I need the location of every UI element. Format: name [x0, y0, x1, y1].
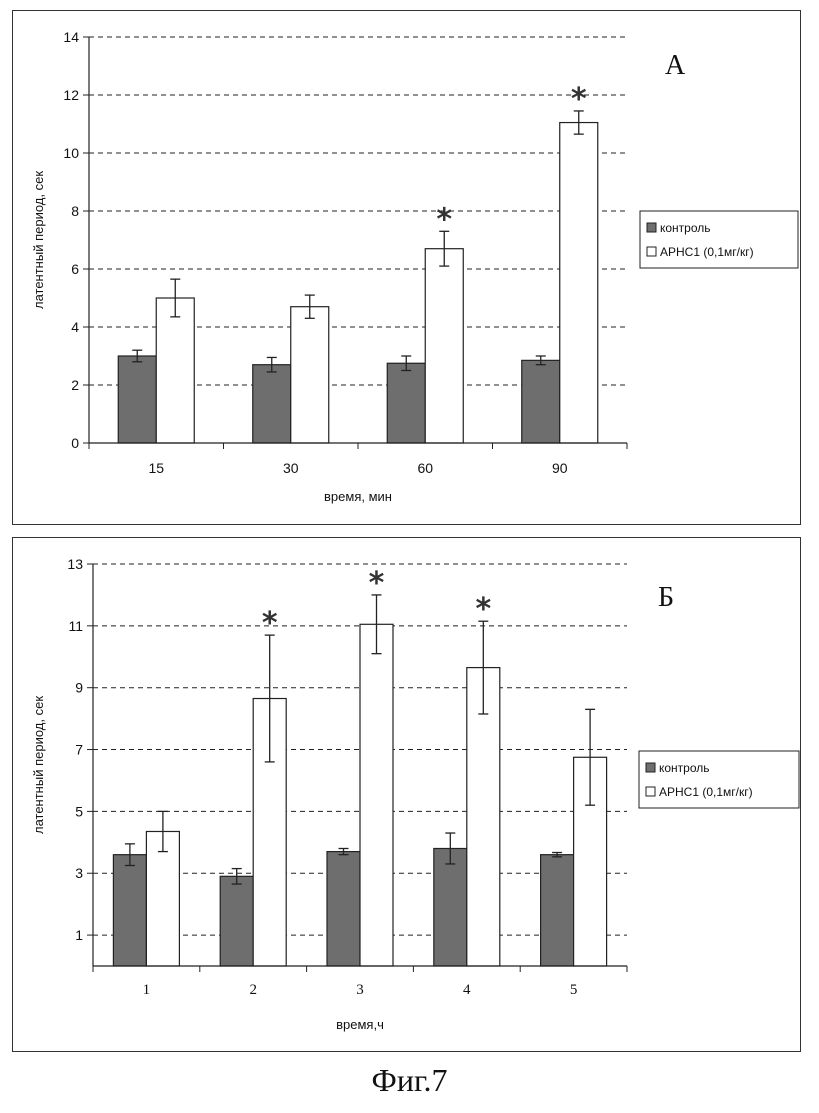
- bar-control: [113, 855, 146, 966]
- legend-swatch-treatment: [647, 247, 656, 256]
- bar-control: [434, 848, 467, 966]
- x-tick-label: 1: [143, 982, 151, 998]
- x-axis-title: время, мин: [324, 489, 392, 504]
- significance-star: *: [436, 202, 452, 237]
- bar-control: [327, 852, 360, 966]
- significance-star: *: [262, 606, 278, 641]
- bar-treatment: [425, 249, 463, 443]
- x-tick-label: 15: [148, 460, 164, 476]
- x-tick-label: 4: [463, 982, 471, 998]
- x-tick-label: 30: [283, 460, 299, 476]
- x-tick-label: 5: [570, 982, 578, 998]
- y-tick-label: 11: [68, 618, 83, 634]
- y-tick-label: 0: [71, 435, 79, 451]
- chart-b-svg: 1357911131*2*3*45время,члатентный период…: [13, 538, 802, 1053]
- chart-a-svg: 0 2 4 6 8 10 12 14 15 30 * 60 * 90 время, мин латентный…: [13, 11, 802, 526]
- legend-swatch-control: [647, 223, 656, 232]
- legend-label-control: контроль: [659, 761, 710, 775]
- y-tick-label: 12: [63, 87, 79, 103]
- chart-panel-b: 1357911131*2*3*45время,члатентный период…: [12, 537, 801, 1052]
- y-tick-label: 3: [75, 865, 83, 881]
- y-tick-label: 10: [63, 145, 79, 161]
- y-axis-title: латентный период, сек: [31, 696, 46, 834]
- y-axis-title: латентный период, сек: [31, 171, 46, 309]
- y-tick-label: 4: [71, 319, 79, 335]
- bar-control: [387, 363, 425, 443]
- bar-control: [522, 360, 560, 443]
- chart-panel-a: 0 2 4 6 8 10 12 14 15 30 * 60 * 90 время, мин латентный…: [12, 10, 801, 525]
- y-tick-label: 2: [71, 377, 79, 393]
- legend-label-control: контроль: [660, 221, 711, 235]
- legend-label-treatment: АРНС1 (0,1мг/кг): [660, 245, 754, 259]
- legend-box: [640, 211, 798, 268]
- significance-star: *: [475, 592, 491, 627]
- bar-treatment: [291, 307, 329, 443]
- significance-star: *: [369, 566, 385, 601]
- panel-label: А: [665, 50, 686, 81]
- bar-treatment: [156, 298, 194, 443]
- bar-control: [253, 365, 291, 443]
- bar-control: [118, 356, 156, 443]
- x-tick-label: 3: [356, 982, 364, 998]
- y-tick-label: 14: [63, 29, 79, 45]
- x-axis-title: время,ч: [336, 1017, 384, 1032]
- x-tick-label: 60: [417, 460, 433, 476]
- panel-label: Б: [658, 582, 674, 613]
- y-tick-label: 7: [75, 742, 83, 758]
- legend-label-treatment: АРНС1 (0,1мг/кг): [659, 785, 753, 799]
- legend-swatch-treatment: [646, 787, 655, 796]
- legend-swatch-control: [646, 763, 655, 772]
- y-tick-label: 5: [75, 803, 83, 819]
- bar-control: [220, 876, 253, 966]
- bar-treatment: [360, 624, 393, 966]
- y-tick-label: 9: [75, 680, 83, 696]
- significance-star: *: [571, 82, 587, 117]
- y-tick-label: 13: [67, 556, 83, 572]
- figure-caption: Фиг.7: [0, 1062, 819, 1099]
- y-tick-label: 6: [71, 261, 79, 277]
- bar-control: [541, 855, 574, 966]
- y-tick-label: 1: [75, 927, 83, 943]
- bar-treatment: [560, 123, 598, 443]
- y-tick-label: 8: [71, 203, 79, 219]
- x-tick-label: 90: [552, 460, 568, 476]
- legend-box: [639, 751, 799, 808]
- x-tick-label: 2: [249, 982, 257, 998]
